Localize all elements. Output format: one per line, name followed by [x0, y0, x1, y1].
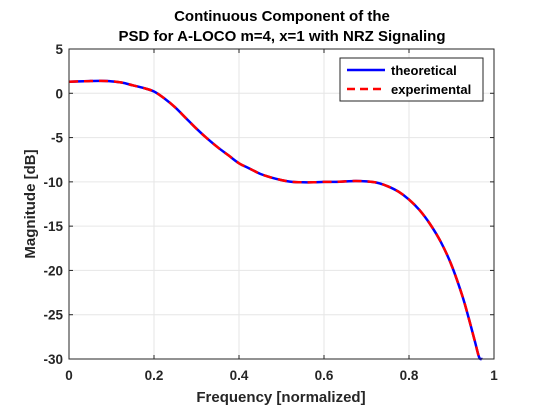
- legend-label-theoretical: theoretical: [391, 63, 457, 78]
- chart-title-line-2: PSD for A-LOCO m=4, x=1 with NRZ Signali…: [119, 28, 446, 45]
- legend-box: [339, 57, 484, 102]
- tick-labels: 0 0.2 0.4 0.6 0.8 1 5 0 -5 -10 -15 -20 -25 -30: [43, 42, 498, 383]
- legend: theoretical experimental: [339, 57, 484, 102]
- x-axis-label: Frequency [normalized]: [196, 389, 365, 406]
- y-tick-label: -30: [43, 352, 63, 367]
- x-tick-label: 0: [65, 368, 73, 383]
- series-line-experimental: [68, 79, 483, 361]
- y-tick-label: 0: [55, 86, 63, 101]
- series-layer: [68, 79, 483, 361]
- ticks: [68, 48, 495, 360]
- plot-frame: [68, 48, 495, 360]
- x-tick-label: 0.6: [315, 368, 334, 383]
- y-tick-label: 5: [55, 42, 63, 57]
- y-tick-label: -15: [43, 219, 63, 234]
- x-tick-label: 1: [490, 368, 498, 383]
- x-tick-label: 0.4: [230, 368, 249, 383]
- y-tick-label: -20: [43, 263, 63, 278]
- legend-label-experimental: experimental: [391, 82, 471, 97]
- chart-title-line-1: Continuous Component of the: [174, 8, 390, 25]
- y-axis-label: Magnitude [dB]: [22, 149, 39, 258]
- y-tick-label: -10: [43, 175, 63, 190]
- y-tick-label: -25: [43, 308, 63, 323]
- series-line-theoretical: [68, 79, 483, 361]
- y-tick-label: -5: [51, 131, 63, 146]
- x-tick-label: 0.2: [145, 368, 164, 383]
- x-tick-label: 0.8: [400, 368, 419, 383]
